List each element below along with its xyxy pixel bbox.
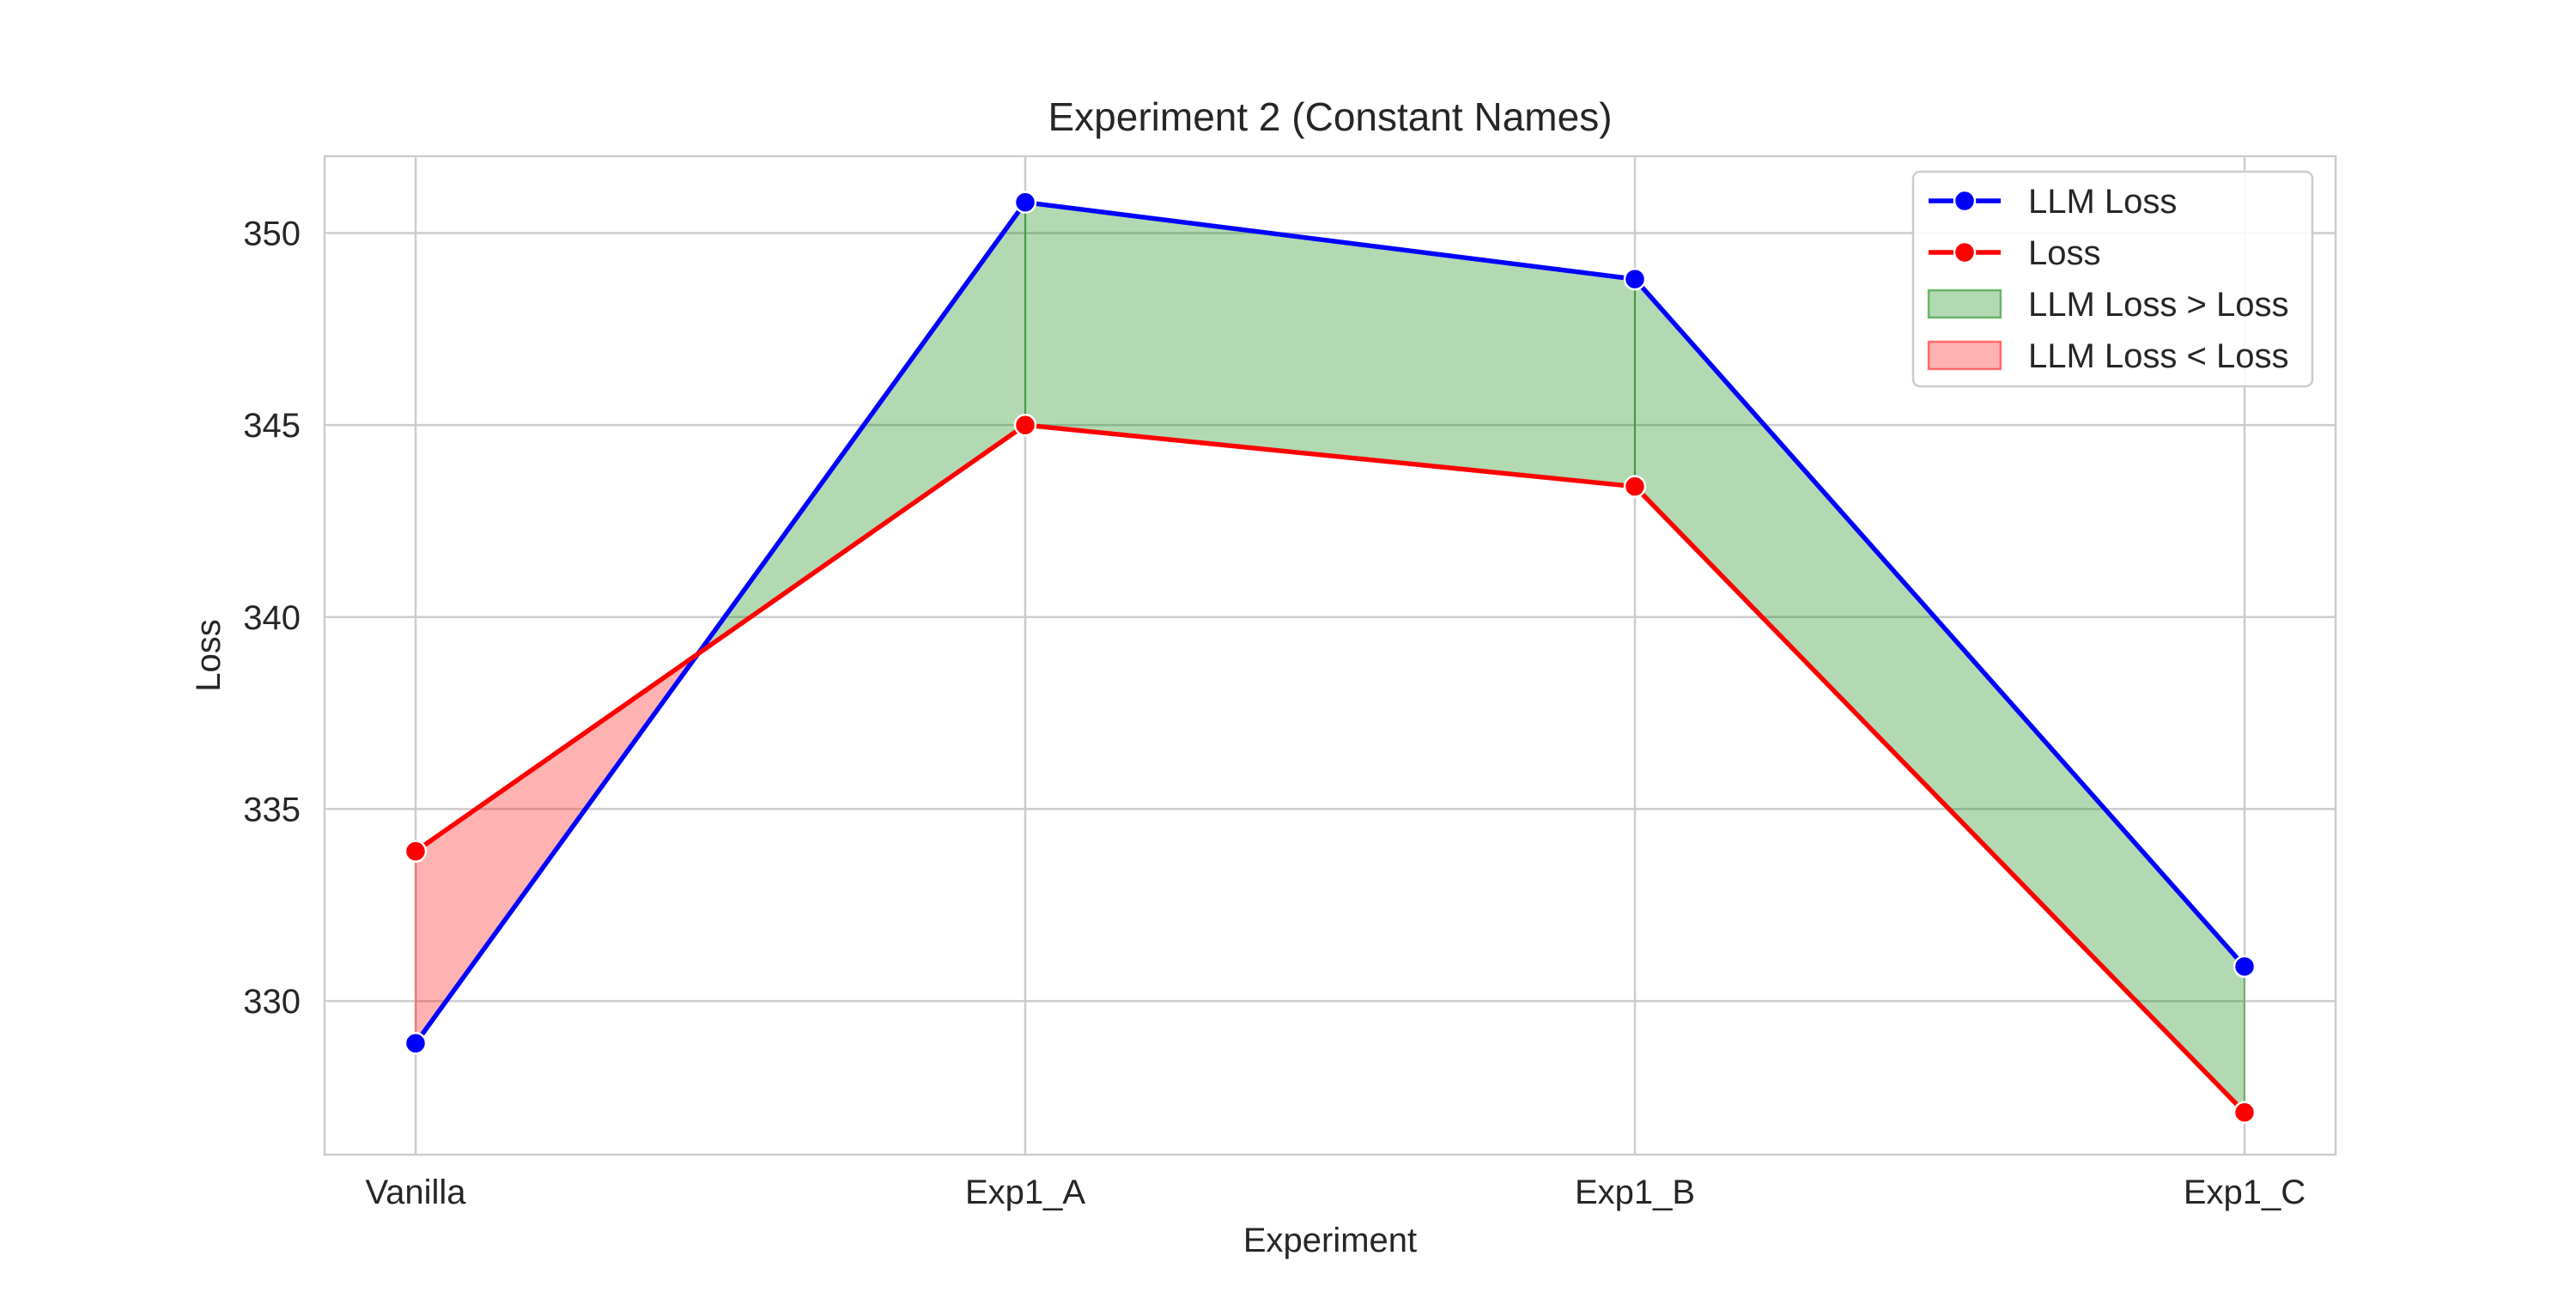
x-tick-label: Exp1_C <box>2184 1174 2306 1211</box>
y-tick-label: 335 <box>243 791 301 828</box>
loss-point <box>1013 413 1037 437</box>
y-tick-label: 340 <box>243 599 301 637</box>
x-tick-label: Exp1_A <box>965 1174 1085 1211</box>
x-tick-labels: Vanilla Exp1_A Exp1_B Exp1_C <box>365 1174 2306 1211</box>
llm-loss-point <box>1013 191 1037 214</box>
loss-point <box>2233 1101 2257 1125</box>
legend-fill-swatch <box>1927 288 2002 319</box>
llm-loss-line <box>413 199 2247 1045</box>
y-axis-label: Loss <box>190 619 228 692</box>
llm-loss-point <box>2233 955 2257 979</box>
loss-line <box>414 422 2246 1114</box>
chart-title: Experiment 2 (Constant Names) <box>1048 94 1612 139</box>
y-tick-label: 345 <box>243 407 301 445</box>
plot-frame <box>323 155 2337 1156</box>
legend-box <box>1911 170 2314 388</box>
x-axis-label: Experiment <box>1243 1222 1417 1259</box>
legend-marker-swatch <box>1953 240 1977 264</box>
y-tick-label: 350 <box>243 215 301 252</box>
legend-marker-swatch <box>1953 189 1977 213</box>
fill-llm-greater <box>1634 276 2245 1115</box>
series-lines <box>413 199 2247 1114</box>
llm-loss-point <box>404 1032 428 1055</box>
series-markers <box>404 191 2257 1125</box>
legend: LLM Loss Loss LLM Loss > Loss LLM Loss < Lo… <box>1911 170 2314 388</box>
fill-llm-greater <box>1024 201 1636 488</box>
x-tick-label: Exp1_B <box>1575 1174 1695 1211</box>
llm-loss-point <box>1623 267 1647 291</box>
legend-label: Loss <box>2028 234 2101 272</box>
legend-label: LLM Loss < Loss <box>2028 337 2289 375</box>
loss-point <box>404 840 428 863</box>
y-tick-label: 330 <box>243 983 301 1021</box>
legend-label: LLM Loss <box>2028 183 2177 221</box>
legend-label: LLM Loss > Loss <box>2028 286 2289 324</box>
y-tick-labels: 330 335 340 345 350 <box>243 215 301 1021</box>
x-tick-label: Vanilla <box>365 1174 466 1211</box>
legend-fill-swatch <box>1927 340 2002 371</box>
loss-point <box>1623 475 1647 498</box>
